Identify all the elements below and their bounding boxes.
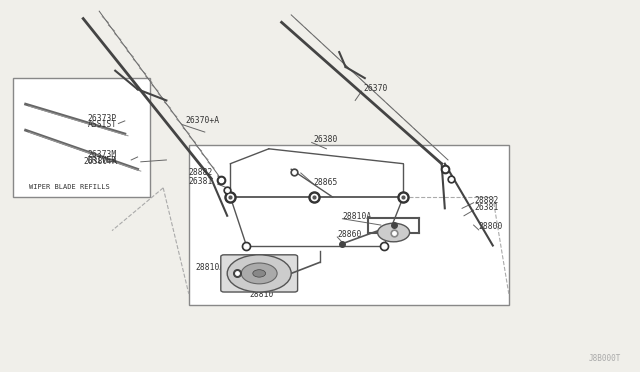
- Text: 26370+A: 26370+A: [186, 116, 220, 125]
- Text: ASSIST: ASSIST: [88, 120, 117, 129]
- Text: 26380+A: 26380+A: [83, 157, 117, 166]
- Text: J8B000T: J8B000T: [588, 355, 621, 363]
- Circle shape: [378, 223, 410, 242]
- FancyBboxPatch shape: [221, 255, 298, 292]
- Text: WIPER BLADE REFILLS: WIPER BLADE REFILLS: [29, 184, 109, 190]
- Text: 28810A: 28810A: [195, 263, 225, 272]
- Circle shape: [227, 255, 291, 292]
- Text: 28810A: 28810A: [342, 212, 372, 221]
- Text: 28882: 28882: [189, 169, 213, 177]
- Text: 26380: 26380: [314, 135, 338, 144]
- Text: 28860: 28860: [337, 230, 362, 239]
- Text: 28810: 28810: [250, 290, 274, 299]
- Text: 26373M: 26373M: [88, 150, 117, 159]
- Text: 26381: 26381: [189, 177, 213, 186]
- Text: 28865: 28865: [314, 178, 338, 187]
- Text: 26370: 26370: [364, 84, 388, 93]
- Text: 26373P: 26373P: [88, 114, 117, 123]
- Circle shape: [253, 270, 266, 277]
- Bar: [189, 145, 509, 305]
- Text: 28882: 28882: [475, 196, 499, 205]
- Text: 28800: 28800: [479, 222, 503, 231]
- Text: 26381: 26381: [475, 203, 499, 212]
- Bar: [13, 78, 150, 197]
- Circle shape: [241, 263, 277, 284]
- Text: DRIVER: DRIVER: [88, 156, 117, 165]
